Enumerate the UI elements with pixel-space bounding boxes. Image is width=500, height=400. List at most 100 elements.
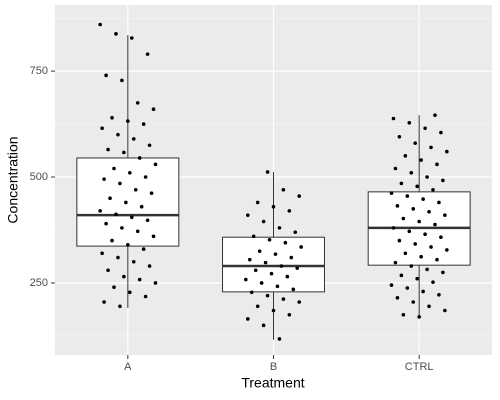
point: [425, 175, 429, 179]
y-axis-title: Concentration: [5, 136, 21, 223]
point: [399, 181, 404, 186]
box: [222, 236, 325, 293]
point: [114, 212, 118, 217]
point: [433, 222, 437, 227]
point: [129, 215, 134, 220]
point: [114, 32, 118, 36]
point: [415, 276, 419, 281]
point: [389, 283, 394, 287]
point: [415, 184, 419, 189]
point: [137, 156, 142, 160]
point: [102, 300, 106, 304]
point: [129, 36, 134, 40]
point: [297, 300, 301, 304]
point: [267, 237, 272, 242]
point: [120, 226, 124, 230]
point: [139, 204, 144, 209]
point: [271, 204, 276, 209]
point: [104, 73, 108, 78]
point: [405, 286, 410, 290]
point: [421, 289, 425, 294]
point: [116, 132, 120, 137]
point: [395, 295, 400, 300]
point: [98, 22, 102, 27]
point: [116, 255, 120, 260]
point: [259, 281, 264, 285]
point: [397, 134, 402, 139]
point: [437, 200, 441, 205]
point: [407, 120, 412, 125]
point: [261, 323, 266, 328]
point: [445, 149, 449, 154]
point: [391, 116, 396, 121]
point: [419, 158, 423, 162]
point: [147, 143, 152, 148]
point: [429, 145, 433, 150]
point: [277, 226, 282, 230]
y-tick-label: 750: [30, 65, 48, 77]
point: [437, 293, 441, 297]
point: [291, 287, 296, 292]
point: [126, 119, 130, 123]
point: [443, 213, 447, 217]
point: [273, 252, 278, 256]
point: [423, 126, 427, 131]
point: [409, 170, 414, 175]
point: [435, 257, 439, 262]
point: [131, 137, 136, 141]
point: [104, 221, 108, 226]
point: [100, 251, 104, 256]
point: [401, 216, 406, 221]
point: [145, 218, 150, 223]
point: [431, 280, 435, 284]
point: [137, 277, 142, 282]
point: [98, 209, 102, 213]
point: [417, 219, 421, 224]
point: [439, 235, 443, 240]
point: [120, 78, 124, 83]
point: [431, 187, 435, 192]
point: [427, 209, 431, 214]
point: [299, 245, 303, 249]
point: [118, 181, 122, 186]
point: [118, 304, 122, 309]
x-tick-label: CTRL: [405, 361, 434, 373]
point: [425, 267, 429, 272]
point: [141, 247, 146, 251]
point: [287, 209, 292, 213]
point: [255, 200, 260, 205]
point: [253, 268, 258, 273]
point: [244, 277, 248, 282]
point: [391, 226, 396, 230]
point: [100, 126, 104, 131]
point: [285, 274, 290, 279]
point: [443, 308, 447, 313]
point: [421, 197, 425, 201]
point: [122, 150, 126, 155]
point: [135, 101, 140, 105]
point: [265, 170, 270, 174]
point: [295, 266, 300, 270]
point: [257, 249, 262, 253]
point: [124, 200, 128, 205]
y-tick-label: 500: [30, 171, 48, 183]
point: [108, 196, 112, 201]
point: [403, 251, 408, 256]
point: [153, 281, 158, 285]
point: [246, 317, 250, 321]
point: [106, 268, 110, 273]
point: [279, 264, 284, 268]
point: [112, 285, 116, 290]
point: [151, 107, 156, 112]
point: [143, 294, 148, 299]
point: [128, 290, 132, 295]
point: [289, 255, 294, 260]
point: [395, 204, 400, 208]
point: [263, 260, 268, 265]
point: [409, 264, 414, 268]
x-tick-label: A: [124, 361, 132, 373]
point: [133, 187, 138, 192]
point: [419, 254, 423, 259]
point: [247, 257, 252, 262]
